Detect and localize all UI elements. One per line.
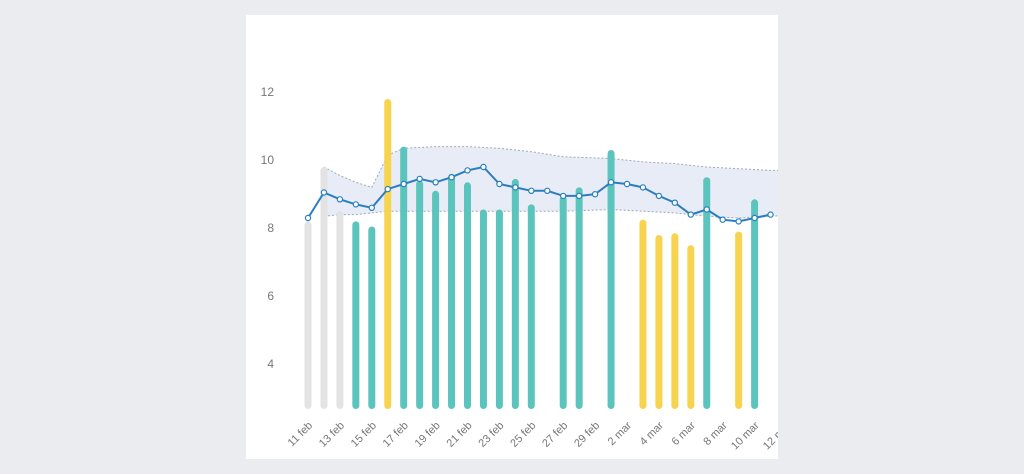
bar-13-feb xyxy=(336,211,344,409)
bar-6-mar xyxy=(687,245,695,409)
bar-16-feb xyxy=(384,99,392,409)
x-axis: 11 feb 13 feb 15 feb 17 feb 19 feb 21 feb 23 f… xyxy=(286,419,778,452)
trend-point-5-mar xyxy=(671,199,679,206)
trend-line-layer xyxy=(304,163,774,225)
bar-22-feb xyxy=(479,209,487,409)
band-upper-edge xyxy=(323,146,778,189)
x-tick-label: 2 mar xyxy=(606,419,635,448)
trend-point-13-feb xyxy=(336,196,344,203)
x-tick-label: 4 mar xyxy=(638,419,667,448)
trend-point-6-mar xyxy=(687,211,694,218)
y-tick-label: 4 xyxy=(267,357,274,371)
trend-point-11-mar xyxy=(767,211,774,218)
bar-3-mar xyxy=(639,219,647,409)
x-tick-label: 13 feb xyxy=(317,420,347,450)
trend-point-20-feb xyxy=(448,173,455,181)
x-tick-label: 29 feb xyxy=(572,420,602,450)
bar-18-feb xyxy=(416,180,424,409)
trend-point-12-feb xyxy=(320,189,328,196)
x-tick-label: 23 feb xyxy=(476,420,506,450)
trend-point-18-feb xyxy=(416,175,423,183)
bar-4-mar xyxy=(655,235,663,409)
trend-point-10-mar xyxy=(751,214,758,222)
x-tick-label: 25 feb xyxy=(508,420,538,450)
x-tick-label: 6 mar xyxy=(670,419,699,448)
bar-23-feb xyxy=(495,209,503,409)
trend-point-9-mar xyxy=(735,218,742,225)
trend-point-4-mar xyxy=(655,192,663,200)
bar-25-feb xyxy=(527,204,535,409)
trend-point-24-feb xyxy=(512,184,519,191)
trend-point-15-feb xyxy=(368,204,376,211)
bar-15-feb xyxy=(368,226,376,409)
trend-point-1-mar xyxy=(607,179,615,186)
trend-point-2-mar xyxy=(623,180,631,188)
trend-point-16-feb xyxy=(384,185,391,193)
bar-11-feb xyxy=(304,221,312,409)
x-tick-label: 19 feb xyxy=(413,420,443,450)
bar-17-feb xyxy=(400,146,408,409)
trend-point-22-feb xyxy=(480,163,487,171)
trend-point-28-feb xyxy=(575,192,583,200)
bars-layer xyxy=(304,99,759,409)
trend-point-21-feb xyxy=(464,167,471,174)
trend-point-19-feb xyxy=(432,179,439,186)
y-tick-label: 12 xyxy=(261,85,275,99)
bar-12-feb xyxy=(320,167,328,409)
bar-24-feb xyxy=(511,178,519,409)
x-tick-label: 11 feb xyxy=(286,420,316,450)
bar-1-mar xyxy=(607,150,615,409)
x-tick-label: 10 mar xyxy=(729,419,762,452)
trend-point-29-feb xyxy=(591,190,599,198)
y-tick-label: 10 xyxy=(261,153,275,167)
x-tick-label: 8 mar xyxy=(701,419,730,448)
trend-point-14-feb xyxy=(352,201,360,208)
y-tick-label: 8 xyxy=(267,221,274,235)
bar-27-feb xyxy=(559,195,567,409)
bar-19-feb xyxy=(432,190,440,409)
x-tick-label: 15 feb xyxy=(349,420,379,450)
trend-point-25-feb xyxy=(528,187,535,194)
bar-20-feb xyxy=(448,173,456,409)
band-lower-edge xyxy=(323,208,778,219)
trend-point-3-mar xyxy=(639,184,647,191)
bar-28-feb xyxy=(575,187,583,409)
trend-point-7-mar xyxy=(703,206,710,213)
x-tick-label: 27 feb xyxy=(540,420,570,450)
trend-point-8-mar xyxy=(719,216,726,223)
chart: 4 6 8 10 12 11 feb 13 feb 15 feb 17 feb 19 feb 21… xyxy=(261,85,778,452)
bar-21-feb xyxy=(464,182,471,409)
y-tick-label: 6 xyxy=(267,289,274,303)
bar-5-mar xyxy=(671,233,679,409)
x-tick-label: 12 mar xyxy=(761,419,778,452)
bar-14-feb xyxy=(352,221,360,409)
chart-card: 4 6 8 10 12 11 feb 13 feb 15 feb 17 feb 19 feb 21… xyxy=(246,15,778,459)
y-axis: 4 6 8 10 12 xyxy=(261,85,275,371)
x-tick-label: 21 feb xyxy=(445,420,475,450)
trend-point-23-feb xyxy=(496,180,503,188)
trend-point-11-feb xyxy=(304,214,312,222)
bar-10-mar xyxy=(751,199,759,409)
trend-point-17-feb xyxy=(400,180,407,188)
x-tick-label: 17 feb xyxy=(381,420,411,450)
trend-point-27-feb xyxy=(560,192,567,200)
trend-point-26-feb xyxy=(544,187,551,194)
bar-7-mar xyxy=(703,177,711,409)
bar-9-mar xyxy=(735,231,743,409)
